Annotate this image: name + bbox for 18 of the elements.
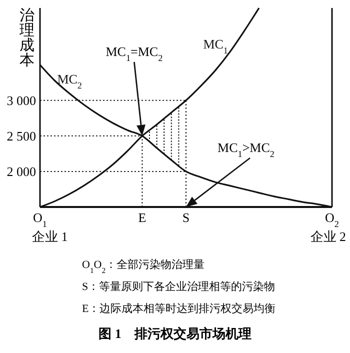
x-tick-label: E [138,210,146,225]
text: 图 1 排污权交易市场机理 [98,326,252,341]
y-axis-title: 治理成本 [20,7,34,69]
annotation: MC$_{1}$>MC$_{2}$ [218,140,275,159]
x-tick-label: O$_{1}$ [33,210,47,229]
text: 企业 1 [32,229,68,244]
annotation: MC$_{1}$=MC$_{2}$ [106,44,164,63]
text: S：等量原则下各企业治理相等的污染物 [82,280,276,293]
x-tick-label: S [182,210,190,225]
text: O$_{1}$O$_{2}$：全部污染物治理量 [82,258,205,274]
y-tick-label: 2 000 [6,164,36,179]
y-tick-label: 2 500 [6,128,36,144]
series-label: MC$_{1}$ [203,36,228,56]
text: 企业 2 [310,229,346,244]
text: E：边际成本相等时达到排污权交易均衡 [82,302,276,315]
x-tick-label: O$_{2}$ [325,210,340,229]
y-tick-label: 3 000 [6,92,36,108]
series-label: MC$_{2}$ [57,71,82,90]
